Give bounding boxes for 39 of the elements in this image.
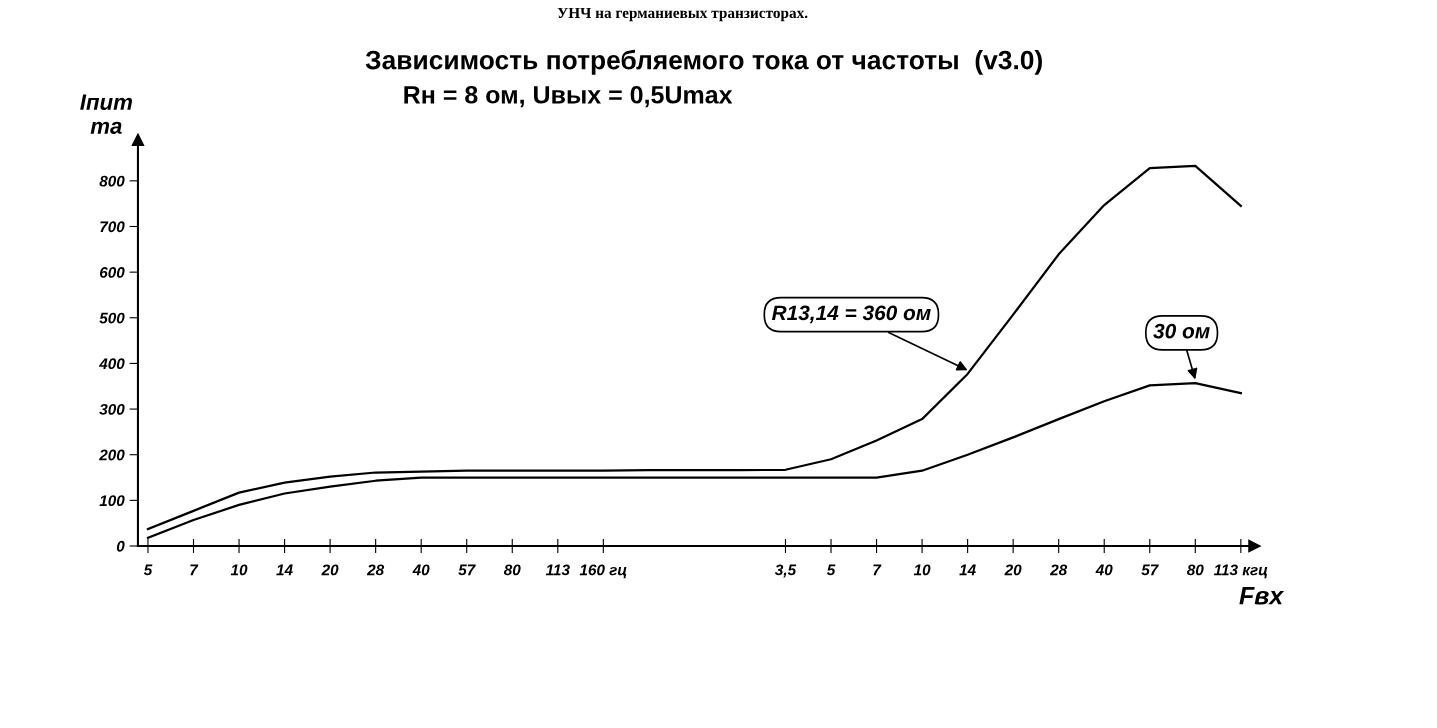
x-tick-label: 28 <box>1049 564 1068 576</box>
x-tick-label: 20 <box>1004 564 1022 576</box>
x-tick-label: 57 <box>1141 564 1159 576</box>
x-tick-label: 113 <box>545 564 570 576</box>
text: R13,14 = 360 ом <box>771 305 931 324</box>
x-tick-label: 20 <box>321 564 339 576</box>
y-tick-label: 600 <box>99 267 125 278</box>
line-series <box>146 164 1242 531</box>
x-tick-label: 80 <box>503 564 521 576</box>
x-axis-title: Fвх <box>1239 587 1285 605</box>
chart-subtitle: Rн = 8 ом, Uвых = 0,5Umax <box>404 85 733 108</box>
x-tick-label: 57 <box>458 564 476 576</box>
x-tick-label: 40 <box>1095 564 1113 576</box>
x-tick-label: 7 <box>873 564 882 576</box>
y-tick-label: 700 <box>100 221 125 233</box>
y-tick-label: 100 <box>99 495 125 507</box>
text: УНЧ на германиевых транзисторах. <box>557 7 808 22</box>
x-tick-label: 5 <box>826 564 836 576</box>
x-tick-label: 3,5 <box>774 564 797 578</box>
x-tick-label: 10 <box>230 564 248 576</box>
x-tick-label: 113 кгц <box>1213 564 1268 579</box>
x-tick-label: 80 <box>1187 564 1204 576</box>
text: 30 ом <box>1153 323 1210 339</box>
chart-title: Зависимость потребляемого тока от частоты (v3.0) <box>365 49 1042 75</box>
x-tick-label: 28 <box>366 564 385 576</box>
y-tick-label: 0 <box>116 540 125 552</box>
x-tick-label: 40 <box>412 564 430 576</box>
y-tick-label: 300 <box>99 403 125 415</box>
y-tick-label: 400 <box>99 358 125 370</box>
x-tick-label: 10 <box>913 564 931 576</box>
y-tick-label: 200 <box>99 449 125 461</box>
y-axis-title: Iпит ma <box>80 94 132 134</box>
y-tick-label: 500 <box>99 312 125 324</box>
x-tick-label: 14 <box>276 564 293 576</box>
x-tick-label: 14 <box>959 564 976 576</box>
x-tick-label: 7 <box>190 564 199 576</box>
x-tick-label: 5 <box>143 564 153 576</box>
y-tick-label: 800 <box>99 175 125 187</box>
x-tick-label: 160 гц <box>579 564 627 579</box>
